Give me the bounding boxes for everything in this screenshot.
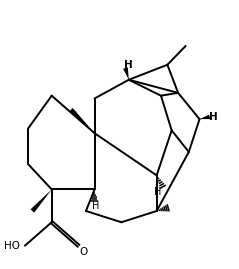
Text: H: H xyxy=(125,60,133,70)
Text: H: H xyxy=(154,187,162,197)
Text: O: O xyxy=(80,247,88,257)
Polygon shape xyxy=(123,67,129,80)
Polygon shape xyxy=(69,108,95,133)
Polygon shape xyxy=(200,115,210,119)
Text: HO: HO xyxy=(4,241,20,251)
Polygon shape xyxy=(31,189,52,213)
Text: H: H xyxy=(209,112,218,122)
Text: H: H xyxy=(92,201,99,211)
